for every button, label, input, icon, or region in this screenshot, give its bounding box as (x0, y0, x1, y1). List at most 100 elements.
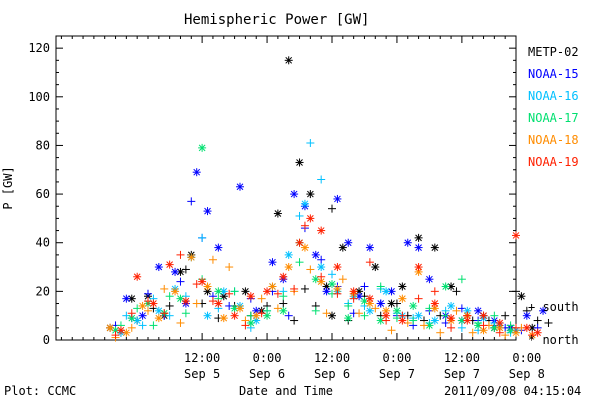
south-marker (111, 331, 120, 340)
legend-south-marker: + south (528, 300, 579, 314)
south-marker (208, 255, 217, 264)
north-marker (149, 299, 158, 308)
south-marker (225, 289, 234, 298)
south-marker (149, 321, 158, 330)
north-marker (122, 294, 131, 303)
north-marker (300, 199, 309, 208)
north-marker (371, 263, 380, 272)
north-marker (398, 294, 407, 303)
south-marker (306, 139, 315, 148)
south-marker (317, 255, 326, 264)
x-tick-date-label: Sep 5 (184, 367, 220, 381)
south-marker (371, 304, 380, 313)
north-marker (539, 306, 548, 315)
north-marker (430, 243, 439, 252)
north-marker (479, 311, 488, 320)
south-marker (241, 321, 250, 330)
south-marker (295, 211, 304, 220)
north-marker (317, 226, 326, 235)
plot-frame (55, 35, 517, 341)
y-tick-label: 80 (36, 138, 50, 152)
south-marker (452, 306, 461, 315)
north-marker (392, 306, 401, 315)
north-marker (338, 243, 347, 252)
south-marker (273, 304, 282, 313)
north-marker (192, 168, 201, 177)
north-marker (517, 292, 526, 301)
chart-title: Hemispheric Power [GW] (184, 12, 370, 28)
north-marker (230, 311, 239, 320)
north-marker (154, 263, 163, 272)
south-marker (300, 221, 309, 230)
north-marker (203, 311, 212, 320)
north-marker (376, 299, 385, 308)
south-marker (257, 309, 266, 318)
north-marker (441, 282, 450, 291)
north-marker (198, 277, 207, 286)
south-marker (181, 309, 190, 318)
y-tick-label: 120 (28, 41, 50, 55)
north-marker (317, 263, 326, 272)
south-marker (176, 250, 185, 259)
north-marker (322, 287, 331, 296)
south-marker (512, 323, 520, 332)
legend-series-1: NOAA-15 (528, 67, 579, 81)
north-marker (203, 282, 212, 291)
north-marker (447, 314, 456, 323)
plot-source: Plot: CCMC (4, 384, 77, 398)
south-marker (479, 321, 488, 330)
north-marker (203, 207, 212, 216)
legend-series-3: NOAA-17 (528, 111, 579, 125)
south-marker (457, 275, 466, 284)
north-marker (430, 304, 439, 313)
south-marker (257, 294, 266, 303)
north-marker (295, 238, 304, 247)
north-marker (328, 280, 336, 289)
north-marker (203, 287, 212, 296)
south-marker (144, 306, 152, 315)
south-marker (311, 306, 320, 315)
legend-series-2: NOAA-16 (528, 89, 579, 103)
north-marker (273, 209, 282, 218)
south-marker (544, 318, 553, 327)
south-marker (409, 316, 418, 325)
legend-series-4: NOAA-18 (528, 133, 579, 147)
north-marker (382, 311, 391, 320)
north-marker (333, 263, 342, 272)
north-marker (414, 267, 423, 276)
south-marker (138, 321, 147, 330)
north-marker (127, 294, 136, 303)
north-marker (311, 250, 320, 259)
north-marker (181, 297, 190, 306)
north-marker (533, 328, 542, 337)
north-marker (403, 238, 412, 247)
south-marker (176, 277, 185, 286)
south-marker (273, 289, 282, 298)
north-marker (284, 263, 293, 272)
south-marker (387, 326, 396, 335)
north-marker (425, 275, 434, 284)
north-marker (214, 299, 223, 308)
north-marker (236, 304, 244, 313)
north-marker (154, 314, 163, 323)
x-tick-date-label: Sep 7 (379, 367, 415, 381)
x-tick-time-label: 12:00 (314, 351, 350, 365)
north-marker (138, 311, 147, 320)
north-marker (246, 292, 255, 301)
plot-timestamp: 2011/09/08 04:15:04 (444, 384, 582, 398)
south-marker (328, 204, 336, 213)
north-marker (328, 311, 336, 320)
south-marker (512, 287, 520, 296)
south-marker (420, 321, 428, 330)
north-marker (284, 250, 293, 259)
south-marker (490, 311, 499, 320)
x-tick-time-label: 0:00 (512, 351, 541, 365)
south-marker (300, 284, 309, 293)
south-marker (355, 309, 364, 318)
x-tick-date-label: Sep 7 (444, 367, 480, 381)
north-marker (344, 314, 353, 323)
north-marker (430, 316, 439, 325)
north-marker (365, 243, 374, 252)
north-marker (165, 260, 174, 269)
